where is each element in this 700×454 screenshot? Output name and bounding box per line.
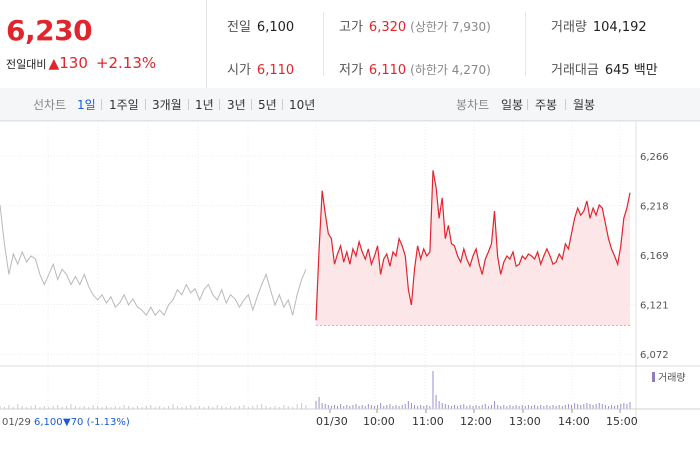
y-tick-label: 6,218 xyxy=(640,202,669,213)
divider xyxy=(145,99,146,110)
volume-legend-swatch xyxy=(652,372,655,382)
prev-day-change: ▼70 (-1.13%) xyxy=(63,417,130,428)
stat-low: 저가 6,110 (하한가 4,270) xyxy=(339,59,491,78)
stat-label: 거래량 xyxy=(551,20,587,35)
x-tick-label: 10:00 xyxy=(363,415,395,428)
stat-label: 고가 xyxy=(339,20,363,35)
change-label: 전일대비 xyxy=(6,58,47,71)
chart-tabs: 선차트 1일 1주일 3개월 1년 3년 5년 10년 봉차트 일봉 주봉 월봉 xyxy=(0,88,700,121)
divider xyxy=(219,99,220,110)
stat-high: 고가 6,320 (상한가 7,930) xyxy=(339,16,491,35)
today-series-line xyxy=(315,170,631,321)
candle-chart-label: 봉차트 xyxy=(456,98,490,112)
stat-prev-close: 전일 6,100 xyxy=(227,16,294,35)
stat-label: 저가 xyxy=(339,63,363,78)
up-arrow-icon: ▲ xyxy=(48,56,60,72)
stat-value: 6,100 xyxy=(256,20,295,35)
tab-1year[interactable]: 1년 xyxy=(195,98,214,112)
x-tick-label: 01/30 xyxy=(316,415,348,428)
line-chart-label: 선차트 xyxy=(33,98,67,112)
divider xyxy=(251,99,252,110)
tab-1week[interactable]: 1주일 xyxy=(109,98,139,112)
quote-header: 6,230 전일대비 ▲130 +2.13% 전일 6,100 고가 6,320 (상한가… xyxy=(0,0,700,89)
tab-3year[interactable]: 3년 xyxy=(227,98,246,112)
divider xyxy=(525,12,526,76)
y-tick-label: 6,072 xyxy=(640,350,669,361)
divider xyxy=(565,99,566,110)
tab-5year[interactable]: 5년 xyxy=(258,98,277,112)
y-tick-label: 6,169 xyxy=(640,251,669,262)
stat-value: 6,320 xyxy=(368,20,407,35)
tab-10year[interactable]: 10년 xyxy=(289,98,316,112)
stat-value: 104,192 xyxy=(592,20,647,35)
change-percent: +2.13% xyxy=(95,54,157,72)
tab-3month[interactable]: 3개월 xyxy=(152,98,182,112)
stat-label: 거래대금 xyxy=(551,63,599,78)
stat-label: 시가 xyxy=(227,63,251,78)
volume-legend-label: 거래량 xyxy=(658,372,686,384)
stat-trade-value: 거래대금 645 백만 xyxy=(551,59,658,78)
tab-weekly[interactable]: 주봉 xyxy=(535,98,558,112)
divider xyxy=(323,12,324,76)
prev-day-price: 6,100 xyxy=(34,417,63,428)
prev-day-date: 01/29 xyxy=(2,417,31,428)
divider xyxy=(101,99,102,110)
stat-value: 6,110 xyxy=(256,63,295,78)
current-price: 6,230 xyxy=(6,14,93,47)
price-summary: 6,230 전일대비 ▲130 +2.13% xyxy=(0,0,207,88)
y-tick-label: 6,266 xyxy=(640,152,669,163)
change-amount: 130 xyxy=(59,54,88,72)
x-tick-label: 11:00 xyxy=(412,415,444,428)
stat-sub: (상한가 7,930) xyxy=(410,20,491,34)
today-area-fill xyxy=(316,170,630,326)
stat-value: 6,110 xyxy=(368,63,407,78)
stat-label: 전일 xyxy=(227,20,251,35)
intraday-chart: 6,266 6,218 6,169 6,121 6,072 거래량 01/30 10:00 11… xyxy=(0,120,700,450)
x-tick-label: 14:00 xyxy=(558,415,590,428)
stat-sub: (하한가 4,270) xyxy=(410,63,491,77)
divider xyxy=(188,99,189,110)
tab-daily[interactable]: 일봉 xyxy=(501,98,524,112)
price-change: 전일대비 ▲130 +2.13% xyxy=(6,54,156,72)
y-tick-label: 6,121 xyxy=(640,301,669,312)
tab-monthly[interactable]: 월봉 xyxy=(573,98,596,112)
tab-1day[interactable]: 1일 xyxy=(77,98,96,112)
stat-value: 645 백만 xyxy=(604,63,658,78)
divider xyxy=(282,99,283,110)
prev-day-series-line xyxy=(0,204,307,317)
stats-grid: 전일 6,100 고가 6,320 (상한가 7,930) 거래량 104,192 시가… xyxy=(207,0,700,88)
price-chart-svg: 6,266 6,218 6,169 6,121 6,072 거래량 01/30 10:00 11… xyxy=(0,120,700,428)
divider xyxy=(527,99,528,110)
x-tick-label: 13:00 xyxy=(509,415,541,428)
x-tick-label: 15:00 xyxy=(606,415,638,428)
stat-volume: 거래량 104,192 xyxy=(551,16,647,35)
stat-open: 시가 6,110 xyxy=(227,59,294,78)
x-tick-label: 12:00 xyxy=(460,415,492,428)
